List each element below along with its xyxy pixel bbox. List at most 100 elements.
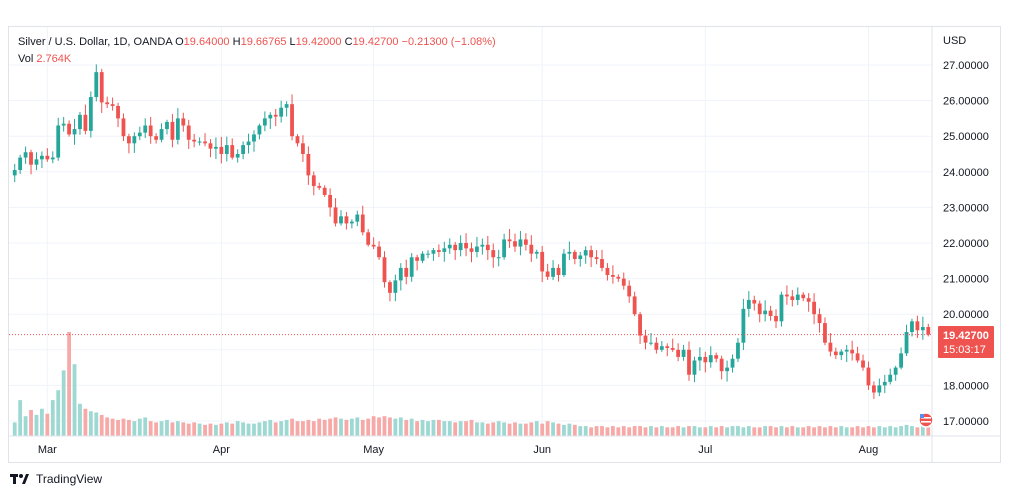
candle-body	[29, 152, 33, 165]
candle-body	[23, 152, 28, 158]
candle-body	[127, 136, 131, 144]
candle	[18, 154, 23, 174]
candle	[333, 198, 338, 227]
volume-bar	[736, 426, 740, 436]
candle	[311, 171, 316, 196]
candle-body	[638, 314, 642, 336]
candle-body	[578, 255, 583, 260]
volume-bar	[442, 421, 447, 436]
candle	[436, 244, 441, 258]
candle-body	[790, 296, 795, 300]
candle	[817, 308, 822, 333]
volume-bar	[132, 421, 137, 436]
volume-bar	[768, 426, 773, 436]
candle	[426, 250, 430, 259]
candle-body	[681, 349, 686, 357]
volume-bar	[507, 423, 512, 436]
candle-body	[920, 327, 925, 331]
candle	[235, 149, 240, 163]
volume-bar	[529, 422, 534, 436]
candle	[572, 249, 577, 265]
candle-body	[823, 323, 827, 343]
volume-bar	[235, 421, 240, 436]
volume-bar	[12, 422, 17, 436]
candle	[415, 254, 420, 271]
candle-body	[464, 243, 468, 249]
candle-body	[871, 385, 876, 393]
symbol-title[interactable]: Silver / U.S. Dollar, 1D, OANDA	[18, 36, 173, 48]
candle-body	[61, 123, 66, 126]
candle-body	[366, 232, 371, 245]
candle-body	[132, 136, 137, 144]
candle	[328, 188, 333, 217]
y-tick-label: 27.00000	[943, 60, 989, 72]
candle	[110, 97, 115, 111]
candle-body	[632, 296, 637, 315]
candle	[523, 233, 528, 251]
candle	[649, 332, 653, 346]
candle	[757, 300, 762, 323]
candle	[203, 133, 207, 147]
candle-body	[393, 280, 398, 293]
candle-body	[317, 186, 322, 188]
candle-body	[610, 275, 615, 277]
volume-row: Vol 2.764K	[18, 51, 496, 68]
volume-bar	[56, 390, 61, 436]
candle	[23, 146, 28, 164]
candle	[121, 113, 126, 142]
volume-bar	[850, 427, 855, 436]
candle-body	[262, 118, 267, 126]
x-tick-label: May	[363, 444, 384, 456]
candle	[398, 263, 403, 291]
volume-bar	[812, 427, 816, 436]
tradingview-branding[interactable]: TradingView	[10, 472, 102, 486]
candle	[502, 233, 507, 260]
flag-icon[interactable]	[918, 412, 934, 428]
candle-body	[594, 257, 599, 260]
candle-body	[388, 282, 392, 293]
candle-body	[246, 141, 251, 146]
price-axis[interactable]: 27.00000 26.00000 25.00000 24.00000 23.00000…	[943, 60, 989, 428]
x-tick-label: Mar	[38, 444, 57, 456]
price-axis-currency: USD	[943, 35, 966, 47]
candle	[360, 205, 365, 236]
volume-bar	[540, 423, 545, 436]
candle-body	[404, 267, 409, 277]
volume-bar	[567, 423, 572, 436]
volume-bar	[230, 423, 235, 436]
candle	[871, 381, 876, 399]
volume-bar	[175, 421, 180, 436]
candle	[692, 356, 697, 383]
time-axis[interactable]: MarAprMayJunJulAugSep	[38, 444, 1012, 456]
volume-bar	[594, 426, 599, 436]
candle	[409, 253, 414, 282]
candle-body	[795, 294, 800, 300]
volume-bar	[447, 421, 452, 436]
volume-bar	[67, 332, 72, 436]
volume-bar	[181, 422, 186, 436]
volume-bar	[88, 411, 93, 436]
countdown-timer: 15:03:17	[943, 344, 986, 356]
volume-bar	[534, 421, 539, 436]
candle	[850, 340, 855, 361]
candle-body	[83, 114, 88, 131]
candle-body	[910, 321, 914, 332]
candle-body	[56, 125, 61, 158]
candle	[638, 311, 642, 344]
volume-bar	[29, 410, 33, 436]
y-tick-label: 22.00000	[943, 238, 989, 250]
candle-body	[442, 248, 447, 252]
volume-bar	[18, 400, 23, 436]
candle	[192, 133, 197, 148]
volume-bar	[349, 418, 354, 436]
volume-bar	[116, 419, 120, 436]
candle	[719, 355, 724, 380]
candle	[344, 212, 349, 230]
candle-body	[67, 123, 72, 135]
volume-bar	[333, 417, 338, 436]
candle	[154, 133, 159, 144]
volume-bar	[610, 426, 615, 436]
candle-body	[241, 145, 246, 154]
candle	[681, 344, 686, 361]
